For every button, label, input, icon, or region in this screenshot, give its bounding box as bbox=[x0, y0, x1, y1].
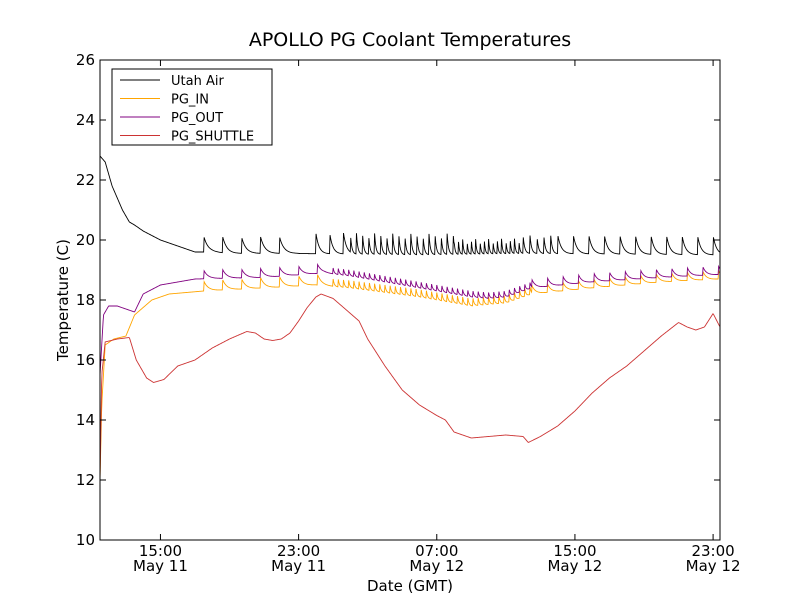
y-tick-label: 10 bbox=[76, 531, 95, 549]
plot-frame bbox=[99, 59, 721, 541]
y-tick-label: 14 bbox=[76, 411, 95, 429]
series-line-pg-out bbox=[99, 262, 721, 376]
x-tick-label-date: May 11 bbox=[133, 557, 188, 575]
legend-box bbox=[111, 68, 273, 146]
y-tick-label: 26 bbox=[76, 51, 95, 69]
y-tick-label: 18 bbox=[76, 291, 95, 309]
series-layer bbox=[99, 155, 721, 481]
legend-label: PG_IN bbox=[171, 93, 209, 108]
x-tick-label-time: 15:00 bbox=[139, 542, 182, 560]
y-tick-label: 16 bbox=[76, 351, 95, 369]
x-tick-label-date: May 12 bbox=[409, 557, 464, 575]
series-line-pg-shuttle bbox=[99, 293, 721, 481]
x-tick-label-time: 15:00 bbox=[553, 542, 596, 560]
legend-label: PG_OUT bbox=[171, 111, 223, 126]
chart-title: APOLLO PG Coolant Temperatures bbox=[249, 29, 571, 51]
x-axis-label: Date (GMT) bbox=[367, 577, 453, 595]
series-line-pg-in bbox=[99, 269, 721, 481]
y-axis-label: Temperature (C) bbox=[54, 239, 72, 362]
legend-label: PG_SHUTTLE bbox=[171, 130, 254, 145]
legend-label: Utah Air bbox=[171, 74, 224, 89]
y-tick-label: 12 bbox=[76, 471, 95, 489]
x-tick-label-time: 23:00 bbox=[277, 542, 320, 560]
y-tick-label: 22 bbox=[76, 171, 95, 189]
series-line-utah-air bbox=[99, 155, 720, 256]
y-tick-label: 20 bbox=[76, 231, 95, 249]
x-tick-label-date: May 12 bbox=[686, 557, 741, 575]
y-tick-label: 24 bbox=[76, 111, 95, 129]
x-tick-label-date: May 12 bbox=[547, 557, 602, 575]
legend: Utah Air PG_IN PG_OUT PG_SHUTTLE bbox=[111, 68, 273, 146]
x-tick-label-date: May 11 bbox=[271, 557, 326, 575]
x-tick-label-time: 23:00 bbox=[691, 542, 734, 560]
x-tick-label-time: 07:00 bbox=[415, 542, 458, 560]
